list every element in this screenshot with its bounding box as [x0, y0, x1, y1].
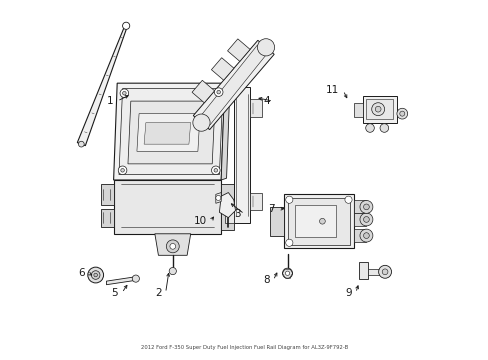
Circle shape: [371, 103, 384, 116]
Circle shape: [378, 265, 391, 278]
Circle shape: [91, 271, 100, 279]
Polygon shape: [287, 198, 349, 244]
Polygon shape: [221, 211, 233, 230]
Polygon shape: [221, 184, 233, 207]
Polygon shape: [211, 58, 233, 80]
Circle shape: [211, 166, 220, 175]
Circle shape: [257, 39, 274, 56]
Circle shape: [374, 106, 380, 112]
Circle shape: [396, 108, 407, 119]
Text: 11: 11: [325, 85, 339, 95]
Circle shape: [285, 196, 292, 203]
Circle shape: [169, 243, 175, 249]
Circle shape: [359, 213, 372, 226]
Circle shape: [120, 89, 128, 98]
Polygon shape: [359, 262, 367, 279]
Polygon shape: [227, 39, 249, 61]
Circle shape: [166, 240, 179, 253]
Polygon shape: [101, 184, 113, 205]
Circle shape: [399, 111, 404, 116]
Polygon shape: [221, 80, 230, 180]
Circle shape: [282, 268, 292, 278]
Text: 10: 10: [193, 216, 206, 226]
Polygon shape: [128, 101, 215, 164]
Polygon shape: [113, 180, 221, 234]
Circle shape: [78, 141, 84, 147]
Polygon shape: [193, 40, 274, 130]
Circle shape: [359, 229, 372, 242]
Polygon shape: [144, 123, 190, 144]
Text: 1: 1: [107, 96, 113, 106]
Circle shape: [169, 267, 176, 275]
Polygon shape: [192, 80, 214, 103]
Circle shape: [285, 271, 289, 275]
Polygon shape: [353, 201, 366, 213]
Polygon shape: [200, 45, 267, 125]
Circle shape: [363, 204, 368, 210]
Text: 9: 9: [345, 288, 351, 298]
Circle shape: [365, 124, 373, 132]
Circle shape: [214, 168, 217, 172]
Polygon shape: [219, 193, 235, 218]
Polygon shape: [215, 193, 221, 203]
Circle shape: [94, 273, 97, 277]
Text: 7: 7: [268, 204, 274, 214]
Polygon shape: [137, 114, 200, 151]
Text: 6: 6: [78, 268, 85, 278]
Polygon shape: [269, 207, 284, 235]
Circle shape: [379, 124, 388, 132]
Circle shape: [359, 201, 372, 213]
Circle shape: [363, 233, 368, 238]
Circle shape: [121, 168, 124, 172]
Circle shape: [382, 269, 387, 275]
Text: 5: 5: [111, 288, 118, 298]
Text: 3: 3: [234, 209, 241, 219]
Polygon shape: [77, 25, 127, 146]
Polygon shape: [249, 99, 262, 117]
Polygon shape: [101, 209, 113, 226]
Circle shape: [217, 90, 220, 94]
Polygon shape: [249, 193, 262, 211]
Polygon shape: [119, 89, 223, 175]
Circle shape: [344, 196, 351, 203]
Circle shape: [215, 195, 221, 201]
Text: 2: 2: [155, 288, 162, 298]
Circle shape: [118, 166, 126, 175]
Circle shape: [132, 275, 139, 282]
Polygon shape: [353, 213, 366, 226]
Polygon shape: [366, 99, 392, 119]
Polygon shape: [284, 194, 353, 248]
Polygon shape: [294, 205, 335, 237]
Circle shape: [319, 219, 325, 224]
Circle shape: [214, 88, 223, 96]
Text: 8: 8: [263, 275, 269, 285]
Text: 2012 Ford F-350 Super Duty Fuel Injection Fuel Rail Diagram for AL3Z-9F792-B: 2012 Ford F-350 Super Duty Fuel Injectio…: [141, 345, 347, 350]
Polygon shape: [367, 269, 380, 275]
Polygon shape: [155, 234, 190, 255]
Circle shape: [122, 91, 126, 95]
Circle shape: [192, 114, 210, 131]
Polygon shape: [353, 103, 362, 117]
Polygon shape: [233, 87, 249, 223]
Circle shape: [122, 22, 129, 30]
Polygon shape: [362, 96, 396, 123]
Polygon shape: [353, 229, 366, 242]
Circle shape: [285, 239, 292, 246]
Circle shape: [88, 267, 103, 283]
Polygon shape: [106, 277, 135, 285]
Text: 4: 4: [263, 96, 269, 106]
Polygon shape: [224, 209, 233, 223]
Circle shape: [363, 217, 368, 222]
Polygon shape: [113, 83, 224, 180]
